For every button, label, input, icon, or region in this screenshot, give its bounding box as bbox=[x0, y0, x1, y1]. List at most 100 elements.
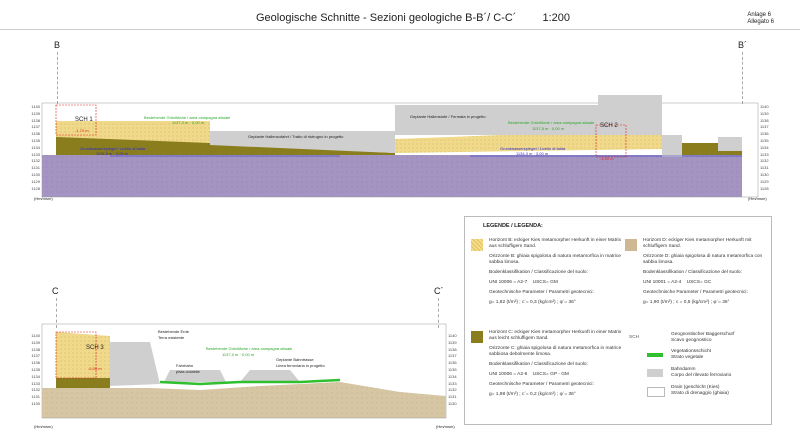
horizon-b-swatch bbox=[471, 239, 483, 251]
section-b-marker bbox=[57, 52, 58, 104]
horizon-c-block: Horizont C: eckiger Kies metamorpher Her… bbox=[489, 330, 629, 398]
horizon-d-uscs: USCS= GC bbox=[686, 280, 712, 285]
hall-building bbox=[395, 95, 662, 135]
sch3-pit bbox=[55, 331, 97, 379]
axis-unit-right: (Hm/msm) bbox=[748, 196, 767, 201]
axis-unit-c-left: (Hm/msm) bbox=[34, 424, 53, 429]
section-b-label: B bbox=[54, 40, 61, 50]
sch1-label: SCH 1 bbox=[75, 117, 93, 123]
drawing-title: Geologische Schnitte - Sezioni geologich… bbox=[0, 12, 800, 24]
horizon-d-swatch bbox=[625, 239, 637, 251]
road-label-it: pista ciclabile bbox=[176, 369, 200, 374]
section-c-prime-label: C´ bbox=[434, 286, 444, 296]
axis-unit-left: (Hm/msm) bbox=[34, 196, 53, 201]
horizon-c-uscs: USCS= GP - GM bbox=[532, 372, 569, 377]
section-bb-drawing bbox=[41, 95, 759, 198]
elevation-scale-right: 1140 1139 1138 1137 1136 1135 1134 1133 1132 1131… bbox=[760, 104, 769, 191]
sch2-depth: -4,00 m bbox=[600, 156, 614, 161]
sch1-depth: -1,70 m bbox=[75, 128, 89, 133]
existing-earth-body bbox=[110, 342, 160, 386]
horizon-d-de: Horizont D: eckiger Kies metamorpher Her… bbox=[643, 238, 752, 249]
drain-swatch bbox=[647, 387, 665, 397]
section-cc-drawing bbox=[41, 323, 447, 419]
elevation-scale-left: 1140 1139 1138 1137 1136 1135 1134 1133 1132 1131… bbox=[31, 104, 40, 191]
horizon-c-left bbox=[56, 137, 395, 155]
track-label: Geplante Hallenzufahrt / Tratto di ristr… bbox=[248, 134, 344, 139]
horizon-d-it: Orizzonte D: ghiaia spigolosa di natura … bbox=[643, 254, 763, 265]
field-label-right: Bestehende Grünfläche / area campagna at… bbox=[508, 120, 595, 125]
header-divider bbox=[0, 29, 800, 30]
field-level-left: 1137,0 m · 0,00 m bbox=[172, 120, 205, 125]
axis-unit-c-right: (Hm/msm) bbox=[436, 424, 455, 429]
horizon-c-uni: UNI 10006 = A2-6 bbox=[489, 372, 528, 377]
horizon-c-it: Orizzonte C: ghiaia spigolosa di natura … bbox=[489, 346, 622, 357]
hall-label: Geplante Hallenstufe / Fermata in proget… bbox=[410, 114, 486, 119]
embankment-swatch bbox=[647, 369, 663, 377]
annex-it: Allegato 6 bbox=[747, 19, 774, 25]
horizon-d-layer bbox=[42, 155, 742, 197]
horizon-d-uni: UNI 10001 = A2-4 bbox=[643, 280, 682, 285]
field-level-right: 1137,5 m · 0,00 m bbox=[532, 126, 565, 131]
road-label-de: Fahrbahn bbox=[176, 363, 194, 368]
horizon-c-de: Horizont C: eckiger Kies metamorpher Her… bbox=[489, 330, 622, 341]
horizon-b-values: g= 1,82 (t/m³) ; c´= 0,3 (kg/cm²) ; φ´= … bbox=[489, 300, 576, 305]
horizon-d-params: Geotechnische Parameter / Parametri geot… bbox=[643, 290, 748, 295]
field-label-left: Bestehende Grünfläche / area campagna at… bbox=[144, 115, 231, 120]
horizon-b-uni: UNI 10006 = A2-7 bbox=[489, 280, 528, 285]
sch3-depth: -5,00 m bbox=[88, 366, 102, 371]
horizon-b-block: Horizont B: eckiger Kies metamorpher Her… bbox=[489, 238, 629, 306]
water-level-left: 1134,8 m · 2,00 m bbox=[96, 151, 129, 156]
title-text: Geologische Schnitte - Sezioni geologich… bbox=[256, 12, 517, 24]
annex-label: Anlage 6 Allegato 6 bbox=[747, 12, 774, 26]
track-body-c bbox=[240, 370, 300, 382]
horizon-d-classification: Bodenklassifikation / Classificazione de… bbox=[643, 270, 742, 275]
sch-symbol: SCH bbox=[629, 335, 640, 340]
horizon-b-uscs: USCS= GM bbox=[532, 280, 558, 285]
annex-de: Anlage 6 bbox=[747, 12, 771, 18]
legend-item-drain: Drain (geschicht (Kies) Strato di drenagg… bbox=[671, 385, 729, 396]
legend-item-embankment: Bahndamm Corpo del rilevato ferroviario bbox=[671, 367, 732, 378]
sch1-pit bbox=[55, 104, 97, 136]
legend-item-vegetation: Vegetationsschicht Strato vegetale bbox=[671, 349, 712, 360]
horizon-d-values: g= 1,90 (t/m³) ; c = 0,5 (kg/cm²) ; φ´= … bbox=[643, 300, 730, 305]
horizon-b-de: Horizont B: eckiger Kies metamorpher Her… bbox=[489, 238, 621, 249]
elevation-scale-c-left: 1140 1139 1138 1137 1136 1135 1134 1133 1132 1131… bbox=[31, 333, 40, 406]
horizon-c-values: g= 1,98 (t/m³) ; c´= 0,2 (kg/cm²) ; φ´= … bbox=[489, 392, 576, 397]
field-label-c: Bestehende Grünfläche / area campagna at… bbox=[206, 346, 293, 351]
horizon-b-params: Geotechnische Parameter / Parametri geot… bbox=[489, 290, 594, 295]
horizon-b-it: Orizzonte B: ghiaia spigolosa di natura … bbox=[489, 254, 621, 265]
sch2-label: SCH 2 bbox=[600, 123, 618, 129]
section-c-label: C bbox=[52, 286, 59, 296]
water-label-left: Grundwasserspiegel / Livello di falda bbox=[80, 146, 146, 151]
existing-earth-de: Bestehende Erde bbox=[158, 329, 189, 334]
vegetation-swatch bbox=[647, 353, 663, 357]
horizon-c-params: Geotechnische Parameter / Parametri geot… bbox=[489, 382, 594, 387]
horizon-d-layer-c bbox=[42, 382, 446, 418]
track-c-de: Geplante Bahntrasse bbox=[276, 357, 314, 362]
section-b-prime-label: B´ bbox=[738, 40, 747, 50]
water-label-right: Grundwasserspiegel / Livello di falda bbox=[500, 146, 566, 151]
horizon-c-classification: Bodenklassifikation / Classificazione de… bbox=[489, 362, 588, 367]
horizon-b-classification: Bodenklassifikation / Classificazione de… bbox=[489, 270, 588, 275]
title-scale: 1:200 bbox=[542, 12, 570, 24]
track-body-left bbox=[210, 131, 395, 153]
legend-item-sch: Geognostischer Baggerschurf Scavo geognos… bbox=[671, 332, 735, 343]
sch3-label: SCH 3 bbox=[86, 345, 104, 351]
legend-panel: LEGENDE / LEGENDA: Horizont B: eckiger K… bbox=[464, 216, 772, 425]
horizon-c-c bbox=[56, 378, 110, 388]
section-c-prime-marker bbox=[438, 298, 439, 328]
legend-title: LEGENDE / LEGENDA: bbox=[483, 223, 543, 229]
elevation-scale-c-right: 1140 1139 1138 1137 1136 1135 1134 1133 1132 1131… bbox=[448, 333, 457, 406]
horizon-c-swatch bbox=[471, 331, 483, 343]
section-c-marker bbox=[56, 298, 57, 328]
section-b-prime-marker bbox=[742, 52, 743, 104]
road-body bbox=[164, 370, 226, 382]
horizon-d-block: Horizont D: eckiger Kies metamorpher Her… bbox=[643, 238, 767, 306]
building-right bbox=[718, 137, 742, 151]
track-c-it: Linea ferroviaria in progetto bbox=[276, 363, 325, 368]
existing-earth-it: Terra esistente bbox=[158, 335, 185, 340]
hall-foot bbox=[662, 135, 682, 157]
horizon-b-c bbox=[56, 332, 110, 380]
vegetation-layer bbox=[159, 378, 341, 386]
sch2-pit bbox=[595, 124, 627, 158]
